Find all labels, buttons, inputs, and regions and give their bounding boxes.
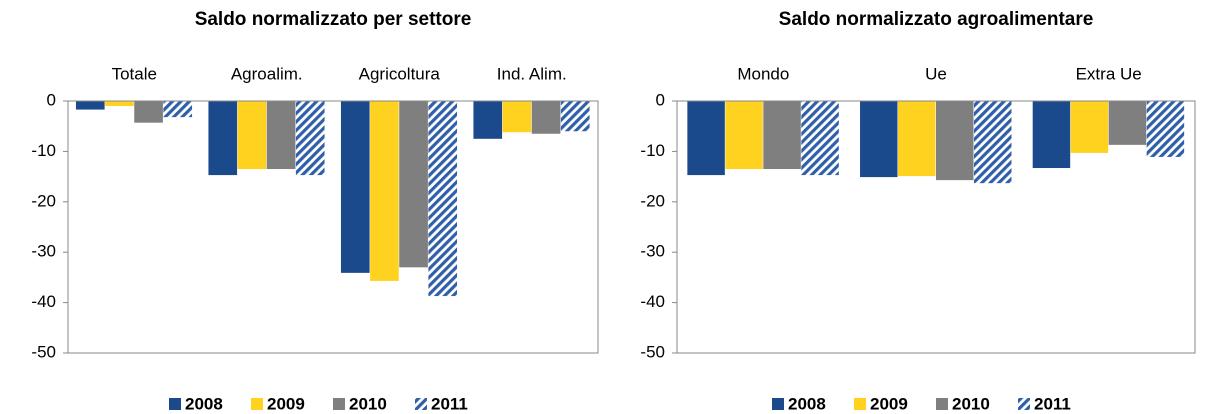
bar (860, 101, 898, 178)
legend-swatch (1018, 398, 1030, 410)
legend-label: 2009 (870, 394, 908, 413)
category-label: Mondo (737, 64, 789, 83)
plot-frame (67, 100, 599, 354)
bar (1108, 101, 1147, 145)
legend-swatch (772, 398, 784, 410)
bar (560, 101, 590, 132)
bar (75, 101, 105, 110)
bar (428, 101, 458, 297)
category-label: Totale (112, 64, 157, 83)
bar (1032, 101, 1071, 169)
bar (163, 101, 193, 118)
y-tick-label: -40 (640, 292, 665, 311)
y-tick-label: -10 (31, 141, 56, 160)
y-tick-label: -30 (31, 242, 56, 261)
category-label: Ind. Alim. (497, 64, 567, 83)
y-tick-label: -20 (640, 191, 665, 210)
bar (105, 101, 134, 107)
category-label: Agroalim. (231, 64, 303, 83)
legend-swatch (169, 398, 181, 410)
y-tick-label: -40 (31, 292, 56, 311)
y-tick-label: -50 (31, 342, 56, 361)
y-tick-label: -30 (640, 242, 665, 261)
y-tick-label: 0 (47, 90, 56, 109)
bar (1070, 101, 1109, 153)
category-label: Extra Ue (1076, 64, 1142, 83)
category-label: Ue (925, 64, 947, 83)
plot-frame (676, 100, 1196, 354)
bar (502, 101, 532, 133)
y-tick-label: 0 (656, 90, 665, 109)
bar (340, 101, 370, 273)
chart-title: Saldo normalizzato per settore (195, 9, 472, 30)
bar (801, 101, 839, 176)
legend-swatch (333, 398, 345, 410)
bar (687, 101, 725, 176)
bar (266, 101, 296, 170)
chart-title: Saldo normalizzato agroalimentare (779, 9, 1094, 30)
bar (898, 101, 936, 177)
bar (295, 101, 325, 176)
y-tick-label: -10 (640, 141, 665, 160)
y-tick-label: -50 (640, 342, 665, 361)
legend-label: 2011 (1034, 394, 1071, 413)
legend-label: 2010 (349, 394, 387, 413)
legend-label: 2009 (267, 394, 305, 413)
bar (208, 101, 238, 176)
bar (1146, 101, 1185, 157)
bar (763, 101, 801, 170)
legend-swatch (251, 398, 263, 410)
bar (725, 101, 763, 170)
legend-label: 2011 (431, 394, 468, 413)
bar (936, 101, 974, 181)
category-label: Agricoltura (359, 64, 441, 83)
bar (399, 101, 428, 268)
bar (473, 101, 503, 139)
legend-swatch (936, 398, 948, 410)
legend-label: 2008 (788, 394, 826, 413)
legend-swatch (415, 398, 427, 410)
y-tick-label: -20 (31, 191, 56, 210)
bar (134, 101, 163, 123)
bar (531, 101, 561, 134)
legend-label: 2008 (185, 394, 223, 413)
bar (973, 101, 1012, 184)
legend-swatch (854, 398, 866, 410)
bar (237, 101, 267, 170)
legend-label: 2010 (952, 394, 990, 413)
bar (370, 101, 399, 281)
